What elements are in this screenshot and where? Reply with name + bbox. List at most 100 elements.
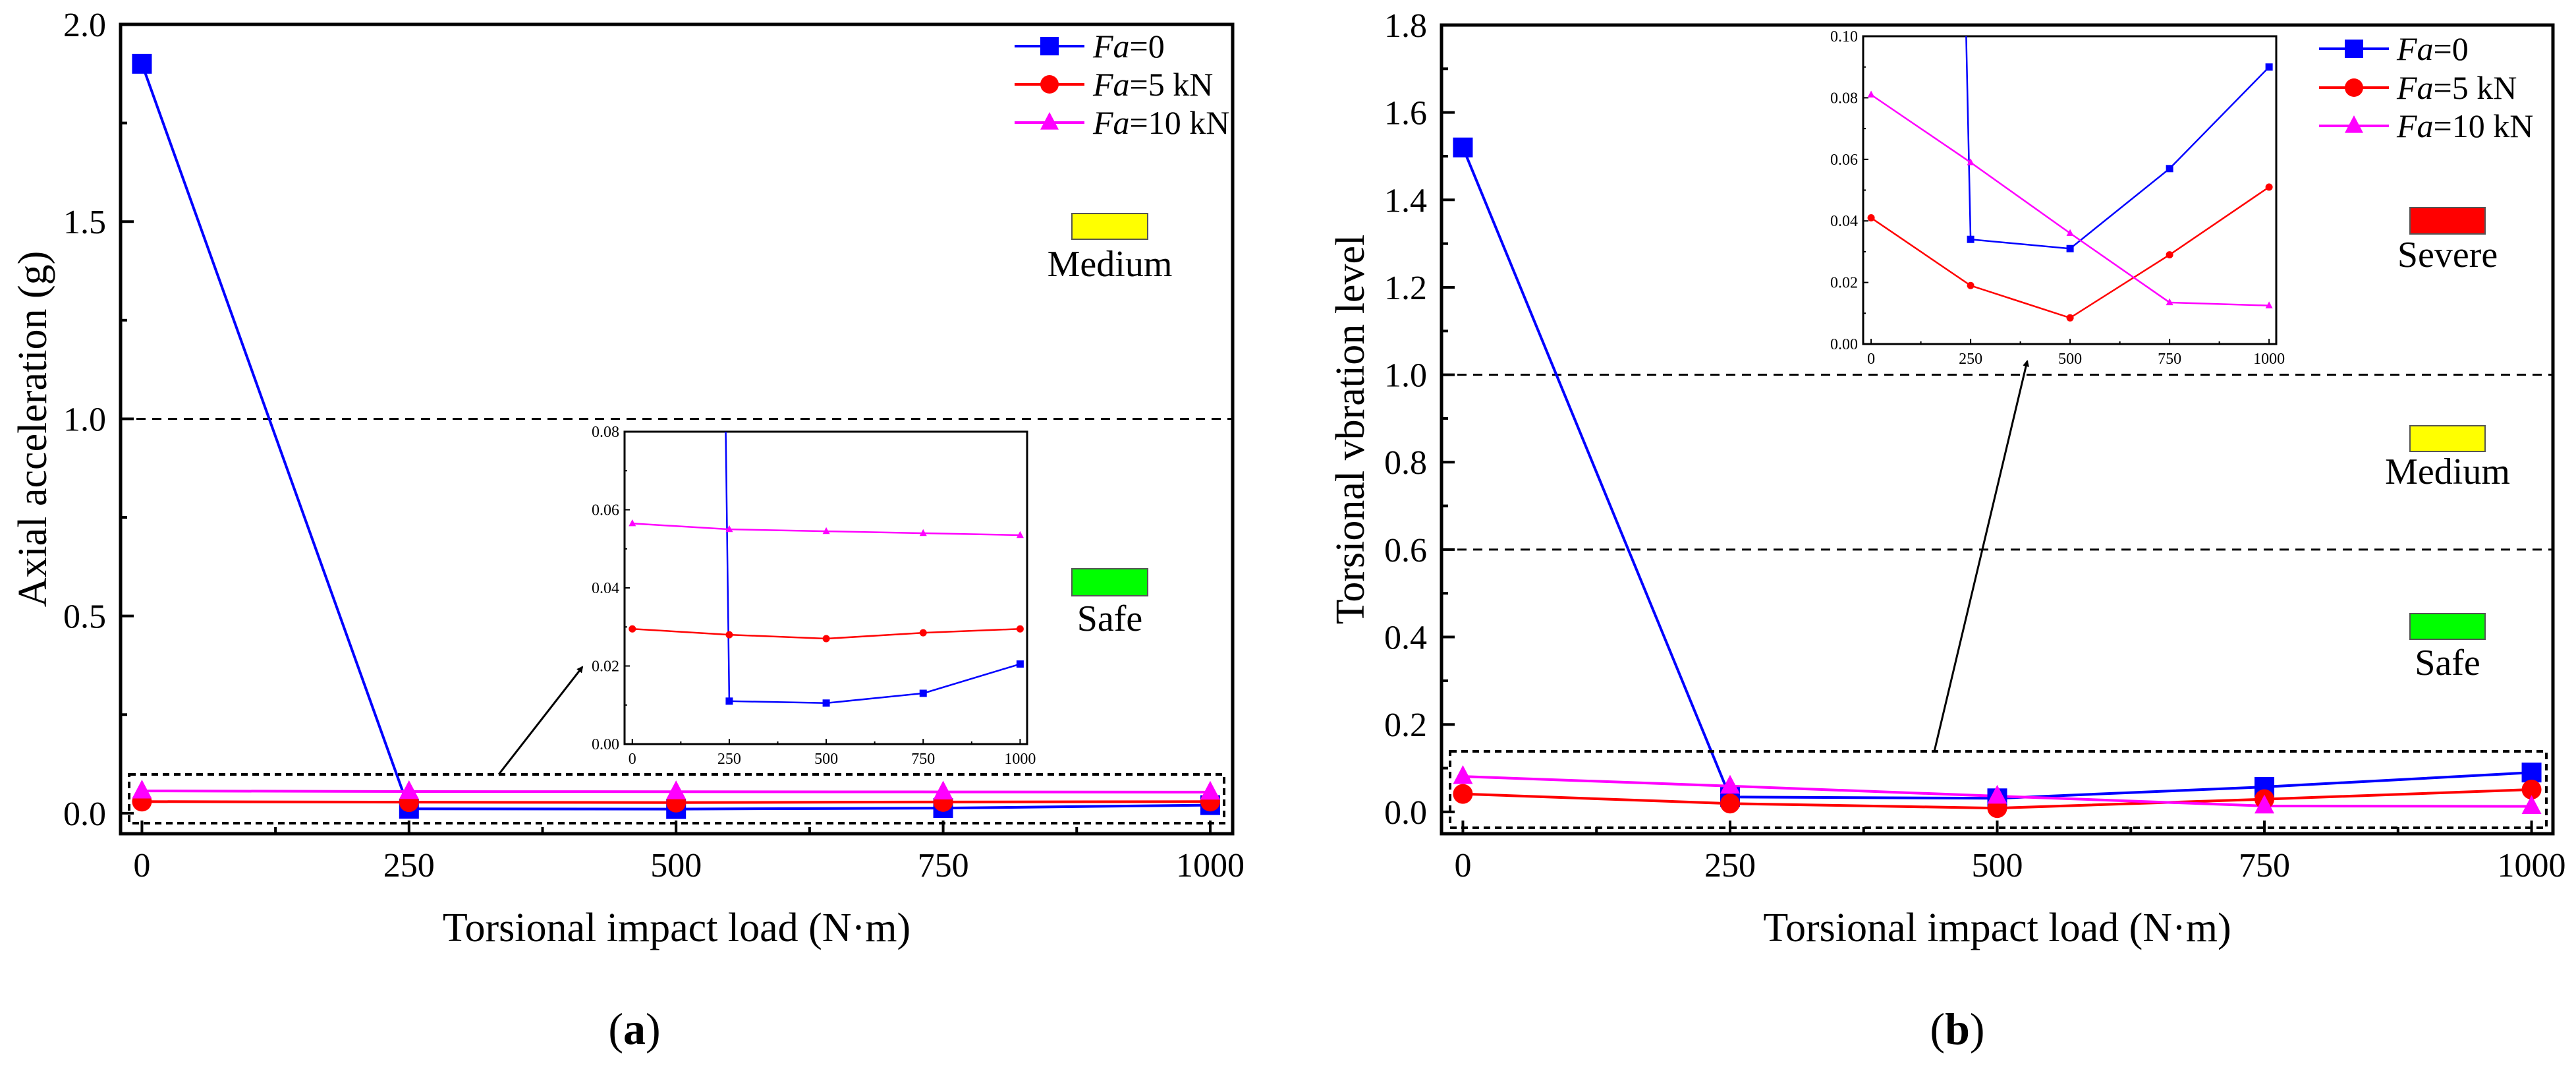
inset-x-tick-label: 500 xyxy=(814,751,838,768)
y-tick-label: 0.0 xyxy=(63,795,106,833)
inset-data-point-0 xyxy=(725,697,733,705)
data-point-0 xyxy=(1453,137,1473,158)
data-point-2 xyxy=(1453,765,1473,784)
inset-data-point-2 xyxy=(2265,301,2273,308)
y-tick-label: 1.4 xyxy=(1384,182,1427,219)
legend-marker xyxy=(1040,75,1059,94)
legend-entry-text: =0 xyxy=(2434,30,2469,67)
data-point-2 xyxy=(399,780,419,799)
inset-data-point-0 xyxy=(919,689,927,697)
inset-plot-frame xyxy=(1862,35,2278,345)
x-tick-label: 0 xyxy=(133,847,150,884)
inset-data-point-1 xyxy=(1967,281,1974,289)
y-tick-label: 0.8 xyxy=(1384,444,1427,482)
legend-entry-text: =10 kN xyxy=(1130,104,1230,141)
x-tick-label: 1000 xyxy=(2498,847,2566,884)
inset-y-tick-label: 0.08 xyxy=(1830,90,1858,107)
inset-data-point-0 xyxy=(2166,165,2173,173)
inset-data-point-0 xyxy=(1016,660,1024,668)
inset-x-tick-label: 750 xyxy=(2158,351,2181,368)
inset-chart: 0 250 500 750 1000 0.00 0.02 0.04 0.06 0.08 xyxy=(592,424,1036,768)
panel-label: (a) xyxy=(608,1004,660,1054)
y-tick-label: 1.0 xyxy=(63,401,106,438)
legend-marker xyxy=(1040,37,1059,55)
zone-swatch-safe xyxy=(2409,613,2486,640)
zone-swatch-safe xyxy=(1071,568,1148,596)
zoom-arrow xyxy=(497,666,584,775)
data-point-2 xyxy=(666,780,686,799)
inset-y-tick-label: 0.04 xyxy=(592,580,619,597)
inset-series-group xyxy=(629,432,1024,707)
inset-x-tick-label: 750 xyxy=(911,751,935,768)
panel-label-letter: b xyxy=(1945,1004,1970,1054)
inset-data-point-2 xyxy=(2166,298,2173,306)
inset-data-point-1 xyxy=(629,625,636,633)
legend-entry-italic: Fa xyxy=(1092,104,1130,141)
y-tick-label: 0.4 xyxy=(1384,620,1427,657)
data-point-2 xyxy=(132,779,152,799)
inset-data-point-2 xyxy=(725,525,733,533)
data-point-0 xyxy=(132,53,152,74)
y-tick-label: 1.0 xyxy=(1384,357,1427,395)
y-tick-label: 1.5 xyxy=(63,204,106,241)
inset-y-tick-label: 0.02 xyxy=(592,658,619,676)
data-point-2 xyxy=(1200,780,1220,800)
inset-x-tick-label: 1000 xyxy=(1004,751,1036,768)
inset-data-point-1 xyxy=(2265,183,2273,191)
inset-y-tick-label: 0.08 xyxy=(592,424,619,441)
x-tick-label: 250 xyxy=(383,847,435,884)
inset-x-tick-label: 250 xyxy=(1959,351,1982,368)
panel-label: (b) xyxy=(1930,1004,1984,1054)
legend-entry-italic: Fa xyxy=(2396,69,2434,106)
inset-data-point-1 xyxy=(1867,214,1875,222)
inset-data-point-2 xyxy=(1967,158,1974,165)
panel-label-open: ( xyxy=(1930,1004,1945,1054)
x-tick-label: 0 xyxy=(1454,847,1471,884)
zone-label-medium: Medium xyxy=(2385,451,2510,492)
panel-label-close: ) xyxy=(1970,1004,1985,1054)
inset-y-tick-label: 0.06 xyxy=(1830,152,1858,169)
y-tick-label: 2.0 xyxy=(63,7,106,44)
inset-data-point-1 xyxy=(822,635,830,643)
inset-data-point-0 xyxy=(2265,63,2273,71)
legend-entry: Fa=10 kN xyxy=(2396,107,2533,144)
data-point-1 xyxy=(2521,780,2542,800)
zone-label-severe: Severe xyxy=(2397,235,2498,275)
zone-label-safe: Safe xyxy=(2415,643,2480,683)
legend-entry: Fa=0 xyxy=(1092,28,1165,65)
panel-a: 0 250 500 750 1000 0.0 0.5 1.0 1.5 2.0 Medium Safe F… xyxy=(11,7,1245,1054)
legend-entry-text: =5 kN xyxy=(2434,69,2517,106)
zoom-region-box xyxy=(128,773,1225,824)
inset-y-tick-label: 0.04 xyxy=(1830,213,1858,230)
inset-plot-frame xyxy=(623,430,1028,745)
inset-data-point-2 xyxy=(629,519,636,527)
inset-chart: 0 250 500 750 1000 0.00 0.02 0.04 0.06 0.08 0.10 xyxy=(1830,28,2285,368)
y-tick-label: 0.5 xyxy=(63,598,106,636)
x-tick-label: 250 xyxy=(1704,847,1756,884)
inset-data-point-0 xyxy=(822,699,830,707)
inset-x-tick-label: 250 xyxy=(717,751,741,768)
inset-data-point-1 xyxy=(919,629,927,637)
data-point-1 xyxy=(1720,794,1740,814)
series-group xyxy=(1453,137,2542,819)
legend-entry-italic: Fa xyxy=(2396,30,2434,67)
inset-x-tick-label: 500 xyxy=(2058,351,2082,368)
y-tick-label: 0.6 xyxy=(1384,532,1427,569)
zoom-region-box xyxy=(1449,750,2548,829)
legend-entry-text: =10 kN xyxy=(2434,107,2534,144)
x-tick-label: 750 xyxy=(2239,847,2290,884)
legend-entry-italic: Fa xyxy=(1092,28,1130,65)
legend-marker xyxy=(2345,40,2363,58)
legend-entry-italic: Fa xyxy=(2396,107,2434,144)
inset-x-tick-label: 0 xyxy=(629,751,636,768)
data-point-2 xyxy=(2521,795,2542,814)
zoom-arrow xyxy=(1933,360,2030,752)
panel-label-close: ) xyxy=(646,1004,661,1054)
inset-y-tick-label: 0.06 xyxy=(592,502,619,519)
zone-swatch-medium xyxy=(1071,213,1148,240)
inset-y-tick-label: 0.02 xyxy=(1830,275,1858,292)
inset-data-point-2 xyxy=(822,527,830,534)
x-axis-label: Torsional impact load (N·m) xyxy=(443,906,910,950)
inset-y-tick-label: 0.10 xyxy=(1830,28,1858,45)
inset-data-point-0 xyxy=(1967,235,1974,243)
